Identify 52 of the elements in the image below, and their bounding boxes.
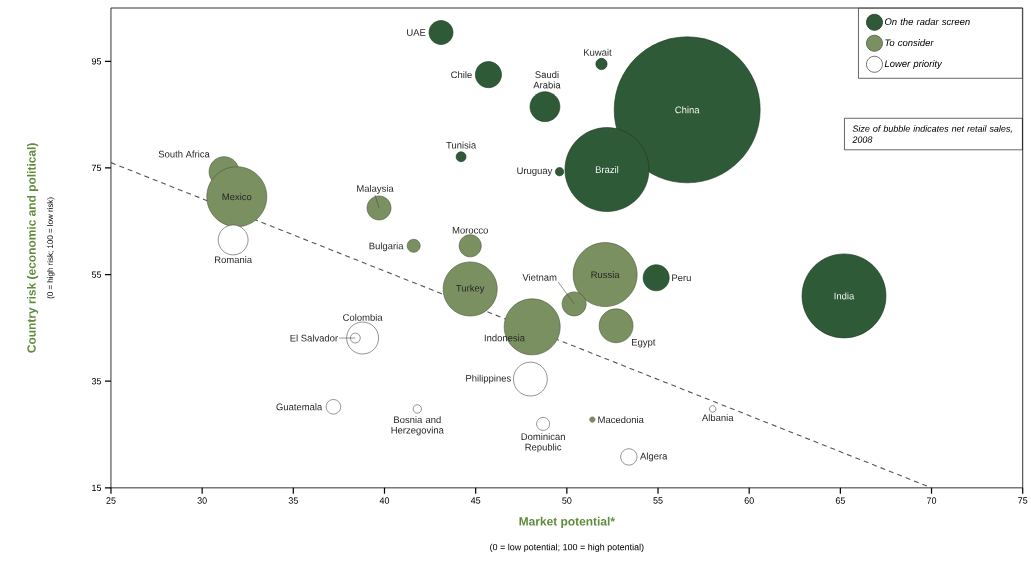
annotation: El Salvador: [290, 334, 338, 342]
annotation: Colombia: [343, 313, 383, 321]
annotation: Guatemala: [276, 403, 323, 411]
x-tick-label: 65: [835, 497, 845, 504]
annotation: Macedonia: [598, 416, 644, 424]
annotation: South Africa: [158, 150, 210, 158]
x-tick-label: 75: [1018, 497, 1028, 504]
annotation: Morocco: [452, 227, 488, 234]
y-axis-title: Country risk (economic and political): [27, 143, 39, 353]
annotation: Bosnia and Herzegovina: [391, 416, 444, 436]
annotation: Peru: [672, 274, 691, 282]
y-tick-label: 55: [91, 271, 102, 278]
x-tick-label: 25: [106, 497, 116, 504]
annotation: Kuwait: [584, 48, 612, 56]
annotation: China: [675, 106, 700, 114]
legend-label: Lower priority: [884, 60, 943, 70]
annotation: Malaysia: [357, 185, 394, 194]
annotation: Philippines: [466, 374, 511, 384]
annotation: Dominican Republic: [521, 433, 565, 453]
annotation: Bulgaria: [369, 242, 404, 252]
annotation: Chile: [451, 71, 472, 79]
annotation: Size of bubble indicates net retail sales, 2008: [852, 125, 1012, 143]
x-tick-label: 60: [744, 497, 754, 504]
y-tick-label: 35: [91, 378, 102, 385]
y-tick-label: 95: [91, 58, 102, 65]
annotation: Saudi Arabia: [533, 71, 561, 89]
legend-label: To consider: [885, 39, 934, 47]
y-tick-label: 15: [92, 484, 102, 492]
annotation: Turkey: [456, 284, 485, 294]
annotation: Albania: [701, 414, 734, 422]
x-tick-label: 35: [288, 497, 298, 504]
annotation: Algera: [640, 452, 668, 462]
annotation: Russia: [591, 271, 620, 279]
text: (0 = low potential; 100 = high potential): [490, 543, 644, 553]
annotation: Romania: [214, 256, 253, 264]
legend-label: On the radar screen: [884, 18, 970, 26]
annotation: India: [834, 292, 855, 300]
x-tick-label: 45: [470, 497, 481, 504]
annotation: UAE: [407, 29, 426, 36]
annotation: Mexico: [222, 193, 252, 201]
annotation: Vietnam: [522, 273, 557, 281]
x-tick-label: 30: [197, 497, 207, 504]
x-tick-label: 50: [562, 497, 572, 504]
y-tick-label: 75: [91, 164, 102, 172]
annotation: Tunisia: [446, 141, 477, 149]
annotation: Egypt: [632, 339, 656, 348]
annotation: Brazil: [595, 166, 619, 174]
x-tick-label: 70: [927, 497, 937, 504]
annotation: Uruguay: [517, 167, 553, 176]
x-tick-label: 40: [379, 497, 390, 504]
x-tick-label: 55: [653, 497, 663, 504]
x-axis-title: Market potential*: [519, 516, 615, 529]
